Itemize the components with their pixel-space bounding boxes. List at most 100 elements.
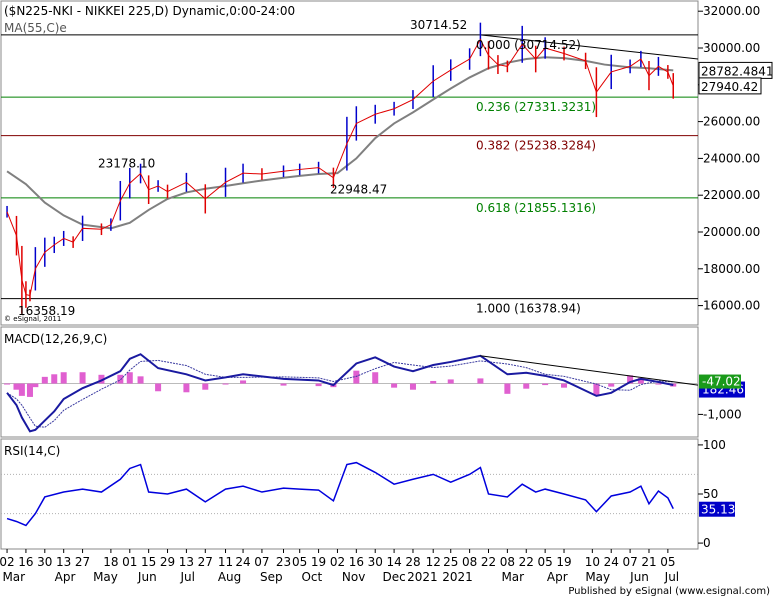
price-annotation-1: 23178.10 xyxy=(98,157,155,171)
rsi-tick-label-0: 0 xyxy=(703,536,711,550)
macd-hist-bar-8 xyxy=(79,372,86,384)
macd-hist-bar-32 xyxy=(593,383,600,396)
rsi-line xyxy=(6,461,674,527)
price-tick-label-4: 24000.00 xyxy=(703,151,760,165)
macd-hist-bar-34 xyxy=(627,375,634,384)
x-tick-label-5: 18 xyxy=(103,555,118,569)
price-tick-label-7: 30000.00 xyxy=(703,41,760,55)
x-tick-label-32: 07 xyxy=(622,555,637,569)
macd-hist-bar-11 xyxy=(126,372,133,384)
x-tick-label-16: 19 xyxy=(311,555,326,569)
x-tick-label-12: 24 xyxy=(235,555,250,569)
x-month-label-15: Jun xyxy=(629,570,649,584)
x-month-label-7: Oct xyxy=(301,570,322,584)
credit-text: Published by eSignal (www.esignal.com) xyxy=(568,586,770,597)
ma-value-text: 28782.4841 xyxy=(701,64,774,78)
last-price-text: 27940.42 xyxy=(701,80,758,94)
x-tick-label-3: 13 xyxy=(56,555,71,569)
x-tick-label-20: 14 xyxy=(386,555,401,569)
macd-hist-bar-26 xyxy=(447,379,454,384)
fib-label-3: 0.618 (21855.1316) xyxy=(476,201,596,215)
macd-trendline xyxy=(480,355,699,386)
fib-label-4: 1.000 (16378.94) xyxy=(476,302,581,316)
price-tick-label-2: 20000.00 xyxy=(703,225,760,239)
macd-hist-bar-10 xyxy=(117,374,124,384)
x-tick-label-8: 29 xyxy=(160,555,175,569)
macd-hist-bar-14 xyxy=(183,383,190,393)
macd-hist-bar-24 xyxy=(409,383,416,390)
macd-hist-bar-22 xyxy=(372,372,379,384)
x-tick-label-14: 23 xyxy=(276,555,291,569)
x-tick-label-7: 15 xyxy=(141,555,156,569)
macd-hist-bar-21 xyxy=(353,370,360,384)
price-tick-label-5: 26000.00 xyxy=(703,115,760,129)
x-month-label-11: 2021 xyxy=(442,570,473,584)
x-tick-label-34: 05 xyxy=(660,555,675,569)
macd-hist-bar-6 xyxy=(51,374,58,384)
ma-label-text: MA(55,C) xyxy=(4,21,59,35)
macd-hist-bar-13 xyxy=(155,383,162,392)
macd-hist-bar-0 xyxy=(4,383,11,385)
price-annotation-3: 16358.19 xyxy=(18,304,75,318)
macd-hist-bar-9 xyxy=(98,374,105,384)
x-tick-label-33: 21 xyxy=(641,555,656,569)
x-month-label-4: Jul xyxy=(180,570,195,584)
fib-label-1: 0.236 (27331.3231) xyxy=(476,100,596,114)
macd-hist-bar-33 xyxy=(608,383,615,387)
rsi-label: RSI(14,C) xyxy=(4,444,60,458)
macd-tick-label-0: -1,000 xyxy=(703,407,742,421)
x-tick-label-25: 22 xyxy=(481,555,496,569)
x-month-label-10: 2021 xyxy=(407,570,438,584)
x-tick-label-17: 02 xyxy=(330,555,345,569)
macd-hist-bar-35 xyxy=(637,377,644,384)
x-tick-label-15: 05 xyxy=(292,555,307,569)
x-tick-label-21: 28 xyxy=(405,555,420,569)
x-month-label-13: Apr xyxy=(547,570,568,584)
x-tick-label-4: 27 xyxy=(75,555,90,569)
macd-value-box xyxy=(699,374,741,389)
x-tick-label-26: 08 xyxy=(500,555,515,569)
ma-label: MA(55,C)e xyxy=(4,21,67,35)
macd-hist-bar-25 xyxy=(430,380,437,384)
x-month-label-12: Mar xyxy=(501,570,524,584)
macd-layer xyxy=(1,353,699,433)
macd-hist-bar-37 xyxy=(670,383,677,387)
macd-hist-bar-28 xyxy=(504,383,511,394)
rsi-tick-label-1: 50 xyxy=(703,487,718,501)
x-tick-label-6: 01 xyxy=(122,555,137,569)
macd-line xyxy=(6,353,674,433)
macd-hist-bar-29 xyxy=(523,383,530,389)
fib-label-2: 0.382 (25238.3284) xyxy=(476,139,596,153)
rsi-value-text: 35.13 xyxy=(701,503,735,517)
price-line xyxy=(6,38,674,297)
x-tick-label-23: 25 xyxy=(443,555,458,569)
chart-title: ($N225-NKI - NIKKEI 225,D) Dynamic,0:00-… xyxy=(4,4,295,18)
x-tick-label-19: 30 xyxy=(368,555,383,569)
x-month-label-9: Dec xyxy=(382,570,405,584)
x-tick-label-2: 30 xyxy=(37,555,52,569)
x-tick-label-22: 12 xyxy=(426,555,441,569)
macd-hist-bar-16 xyxy=(222,383,229,385)
ma-label-suffix: e xyxy=(59,21,66,35)
price-tick-label-1: 18000.00 xyxy=(703,262,760,276)
macd-value-text: -47.02 xyxy=(702,375,741,389)
price-tick-label-3: 22000.00 xyxy=(703,188,760,202)
x-tick-label-10: 27 xyxy=(198,555,213,569)
x-month-label-5: Aug xyxy=(218,570,241,584)
rsi-value-box xyxy=(699,501,735,517)
x-tick-label-24: 08 xyxy=(462,555,477,569)
x-tick-label-1: 16 xyxy=(18,555,33,569)
price-tick-label-0: 16000.00 xyxy=(703,299,760,313)
x-month-label-1: Apr xyxy=(55,570,76,584)
macd-hist-bar-23 xyxy=(391,383,398,388)
ma-line xyxy=(6,56,674,230)
rsi-panel-frame xyxy=(0,438,699,550)
macd-hist-bar-19 xyxy=(315,383,322,387)
x-tick-label-9: 13 xyxy=(179,555,194,569)
x-month-label-8: Nov xyxy=(342,570,365,584)
x-month-label-6: Sep xyxy=(260,570,283,584)
macd-hist-bar-5 xyxy=(41,376,48,384)
price-trendline xyxy=(480,34,699,60)
x-tick-label-0: 02 xyxy=(0,555,15,569)
macd-hist-bar-7 xyxy=(60,372,67,384)
